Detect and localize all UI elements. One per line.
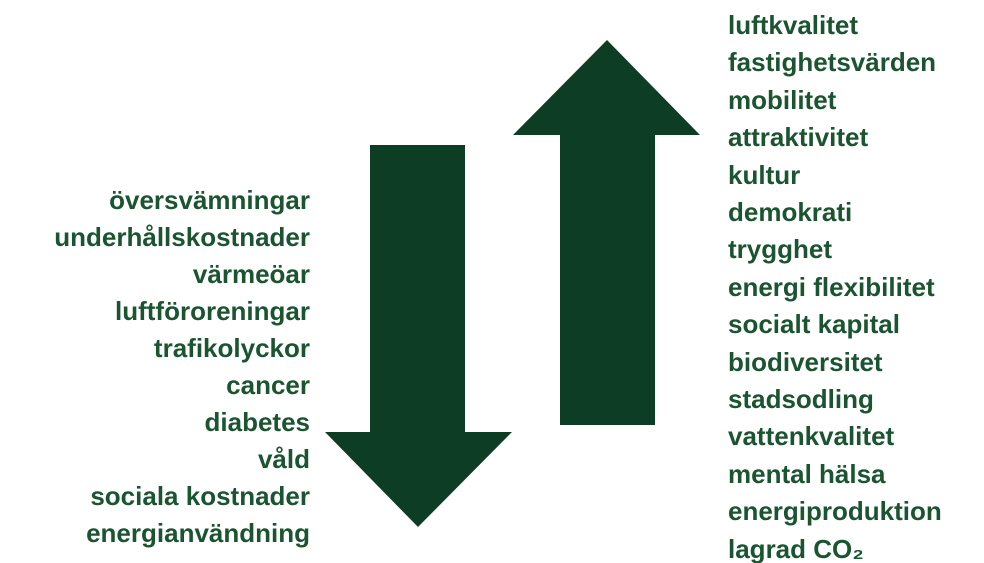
increase-item: mental hälsa xyxy=(728,458,886,489)
up-arrow xyxy=(513,40,700,425)
increase-item: socialt kapital xyxy=(728,309,900,340)
increase-item: vattenkvalitet xyxy=(728,421,895,452)
increase-item: stadsodling xyxy=(728,384,874,414)
increase-item: energi flexibilitet xyxy=(728,271,935,302)
decrease-item: diabetes xyxy=(204,407,311,437)
decrease-item: energianvändning xyxy=(86,518,310,548)
decrease-item: cancer xyxy=(226,370,310,400)
increase-item: energiproduktion xyxy=(728,496,942,527)
decrease-item: sociala kostnader xyxy=(90,481,310,511)
down-arrow xyxy=(325,145,512,527)
decrease-item: trafikolyckor xyxy=(153,333,310,363)
increase-item: trygghet xyxy=(728,234,832,265)
increase-item: biodiversitet xyxy=(728,346,883,377)
increase-item: attraktivitet xyxy=(728,122,869,153)
decrease-item: våld xyxy=(257,444,310,474)
increase-item: lagrad CO₂ xyxy=(728,533,864,563)
decrease-item: översvämningar xyxy=(109,185,310,215)
decrease-item: värmeöar xyxy=(192,259,310,289)
increase-item: fastighetsvärden xyxy=(728,47,937,78)
decrease-item: luftföroreningar xyxy=(115,296,310,326)
increase-item: luftkvalitet xyxy=(728,10,859,40)
increase-item: demokrati xyxy=(728,197,853,227)
decrease-item: underhållskostnader xyxy=(54,222,310,252)
increase-item: mobilitet xyxy=(728,84,837,115)
increase-item: kultur xyxy=(728,159,801,190)
